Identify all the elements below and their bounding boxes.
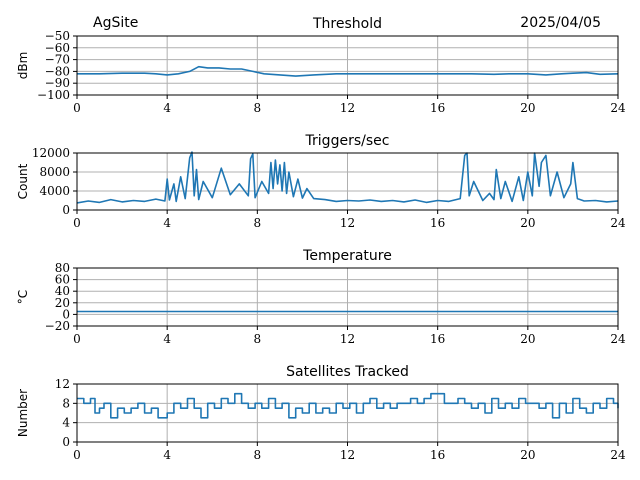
x-tick-label: 8 bbox=[254, 101, 262, 115]
y-tick-label: 20 bbox=[55, 296, 70, 310]
y-tick-label: 8000 bbox=[39, 165, 70, 179]
y-tick-label: 8 bbox=[62, 396, 70, 410]
x-tick-label: 20 bbox=[520, 332, 535, 346]
chart-title: Temperature bbox=[302, 248, 392, 264]
chart-title: Triggers/sec bbox=[305, 133, 390, 149]
x-tick-label: 4 bbox=[163, 448, 171, 462]
x-tick-label: 8 bbox=[254, 332, 262, 346]
x-tick-label: 20 bbox=[520, 101, 535, 115]
chart-panel: 0 4 8 12 16 20 24 −100−90−80−70−60−50 Threshold d… bbox=[16, 16, 626, 115]
chart-panel: 0 4 8 12 16 20 24 0 4 8 12 Satellites Tracked Number bbox=[16, 364, 626, 462]
x-tick-label: 4 bbox=[163, 216, 171, 230]
x-tick-label: 0 bbox=[73, 448, 81, 462]
y-axis-label: dBm bbox=[16, 52, 30, 80]
x-tick-label: 16 bbox=[430, 216, 445, 230]
y-tick-label: 4000 bbox=[39, 184, 70, 198]
y-tick-label: −60 bbox=[45, 41, 70, 55]
y-tick-label: 12000 bbox=[32, 146, 70, 160]
y-axis-label: Number bbox=[16, 389, 30, 437]
series-line bbox=[76, 151, 619, 204]
panels: 0 4 8 12 16 20 24 −100−90−80−70−60−50 Threshold d… bbox=[16, 16, 626, 462]
y-tick-label: 60 bbox=[55, 273, 70, 287]
x-tick-label: 4 bbox=[163, 101, 171, 115]
x-tick-label: 8 bbox=[254, 448, 262, 462]
y-tick-label: −90 bbox=[45, 76, 70, 90]
y-tick-label: 0 bbox=[62, 435, 70, 449]
series-line bbox=[77, 65, 619, 77]
y-axis-label: °C bbox=[16, 290, 30, 304]
x-tick-label: 12 bbox=[340, 448, 355, 462]
y-tick-label: 40 bbox=[55, 284, 70, 298]
y-tick-label: 12 bbox=[55, 377, 70, 391]
chart-title: Satellites Tracked bbox=[286, 364, 409, 380]
y-tick-label: 80 bbox=[55, 261, 70, 275]
date-label: 2025/04/05 bbox=[520, 15, 601, 31]
x-tick-label: 0 bbox=[73, 101, 81, 115]
x-tick-label: 24 bbox=[610, 332, 626, 346]
y-axis-label: Count bbox=[16, 163, 30, 199]
y-tick-label: −70 bbox=[45, 53, 70, 67]
x-tick-label: 12 bbox=[340, 216, 355, 230]
x-tick-label: 4 bbox=[163, 332, 171, 346]
x-tick-label: 20 bbox=[520, 448, 535, 462]
site-label: AgSite bbox=[93, 15, 138, 31]
x-tick-label: 12 bbox=[340, 332, 355, 346]
chart-title: Threshold bbox=[312, 16, 382, 32]
chart-panel: 0 4 8 12 16 20 24 0 4000 8000 12000 Triggers/sec Cou… bbox=[16, 133, 626, 230]
y-tick-label: 4 bbox=[62, 416, 70, 430]
series-line bbox=[77, 392, 619, 419]
x-tick-label: 0 bbox=[73, 332, 81, 346]
x-tick-label: 8 bbox=[254, 216, 262, 230]
x-tick-label: 24 bbox=[610, 101, 626, 115]
y-tick-label: −50 bbox=[45, 29, 70, 43]
x-tick-label: 12 bbox=[340, 101, 355, 115]
x-tick-label: 0 bbox=[73, 216, 81, 230]
y-tick-label: −80 bbox=[45, 64, 70, 78]
x-tick-label: 24 bbox=[610, 216, 626, 230]
x-tick-label: 16 bbox=[430, 448, 445, 462]
y-tick-label: −20 bbox=[45, 319, 70, 333]
y-tick-label: −100 bbox=[37, 88, 70, 102]
x-tick-label: 24 bbox=[610, 448, 626, 462]
x-tick-label: 16 bbox=[430, 101, 445, 115]
y-tick-label: 0 bbox=[62, 203, 70, 217]
x-tick-label: 20 bbox=[520, 216, 535, 230]
x-tick-label: 16 bbox=[430, 332, 445, 346]
y-tick-label: 0 bbox=[62, 307, 70, 321]
